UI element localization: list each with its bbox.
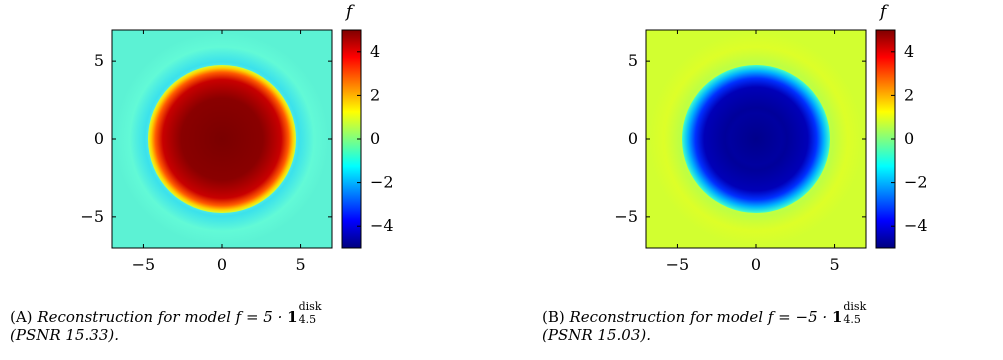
colorbar-ticks: 4 2 0 −2 −4 [357,42,394,235]
colorbar-title: f [878,2,889,22]
colorbar-ticks: 4 2 0 −2 −4 [891,42,928,235]
colorbar-tick-label: 4 [904,42,914,61]
psnr-label: (PSNR [10,326,61,344]
x-tick-label: 0 [217,255,227,274]
colorbar-tick-label: 0 [370,129,380,148]
colorbar-tick-label: 2 [904,85,914,104]
indicator-subscript: 4.5 [298,313,317,326]
colorbar-tick-label: −2 [904,173,928,192]
colorbar-tick-label: −2 [370,173,394,192]
colorbar-tick-label: −4 [370,216,394,235]
y-tick-label: 0 [628,129,638,148]
indicator-superscript: disk [298,300,322,313]
colorbar-tick-label: 2 [370,85,380,104]
axis-ticks: −5 0 5 −5 0 5 [614,30,866,274]
x-tick-label: −5 [132,255,156,274]
colorbar-tick-label: 4 [370,42,380,61]
colorbar-tick-label: 0 [904,129,914,148]
y-tick-label: −5 [80,207,104,226]
indicator-subscript: 4.5 [843,313,861,326]
x-tick-label: 5 [295,255,305,274]
indicator-symbol: 1 [831,308,843,326]
x-tick-label: 0 [751,255,761,274]
heatmap-disk [682,65,830,213]
psnr-value: 15.33). [65,326,119,344]
caption-tag: (B) [542,308,565,326]
y-tick-label: −5 [614,207,638,226]
indicator-symbol: 1 [287,308,298,326]
axis-ticks: −5 0 5 −5 0 5 [80,30,332,274]
psnr-label: (PSNR [542,326,593,344]
x-tick-label: 5 [829,255,839,274]
heatmap-panel-b: −5 0 5 −5 0 5 4 2 0 −2 −4 f [614,2,927,274]
y-tick-label: 5 [94,51,104,70]
caption-tag: (A) [10,308,33,326]
heatmap-disk [148,65,296,213]
heatmap-panel-a: −5 0 5 −5 0 5 4 2 0 −2 −4 f [80,2,393,274]
colorbar-title: f [344,2,355,22]
y-tick-label: 5 [628,51,638,70]
indicator-superscript: disk [843,300,867,313]
caption-text: Reconstruction for model f = 5 · [37,308,283,326]
psnr-value: 15.03). [597,326,651,344]
colorbar-tick-label: −4 [904,216,928,235]
y-tick-label: 0 [94,129,104,148]
caption-text: Reconstruction for model f = −5 · [569,308,828,326]
caption-a: (A) Reconstruction for model f = 5 · 1 di… [10,300,326,344]
x-tick-label: −5 [666,255,690,274]
